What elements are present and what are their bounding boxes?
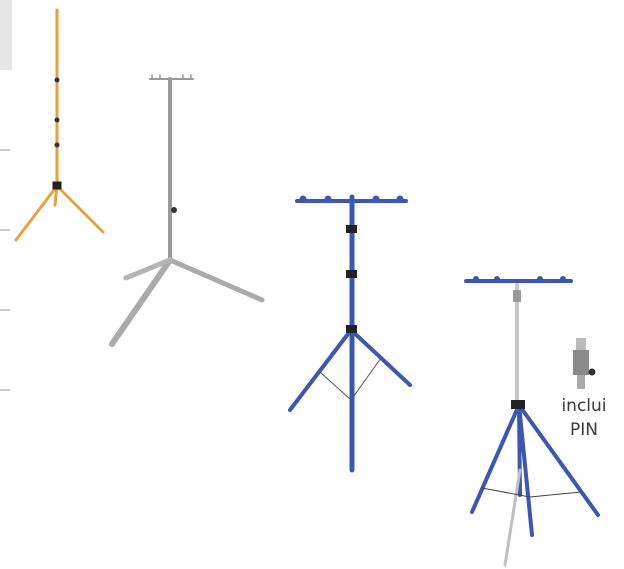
- side-tab: [0, 0, 12, 70]
- page: inclui PIN (() => { const data = JSON.pa…: [0, 0, 624, 569]
- caption-line: PIN: [570, 420, 598, 440]
- side-ticks: [0, 150, 10, 390]
- tripod-gray: [112, 75, 262, 344]
- pin-icon: [573, 338, 596, 389]
- caption-line: inclui: [561, 396, 606, 416]
- tripod-blue: [290, 196, 410, 470]
- product-image: inclui PIN: [0, 0, 624, 569]
- tripod-yellow: [16, 10, 103, 240]
